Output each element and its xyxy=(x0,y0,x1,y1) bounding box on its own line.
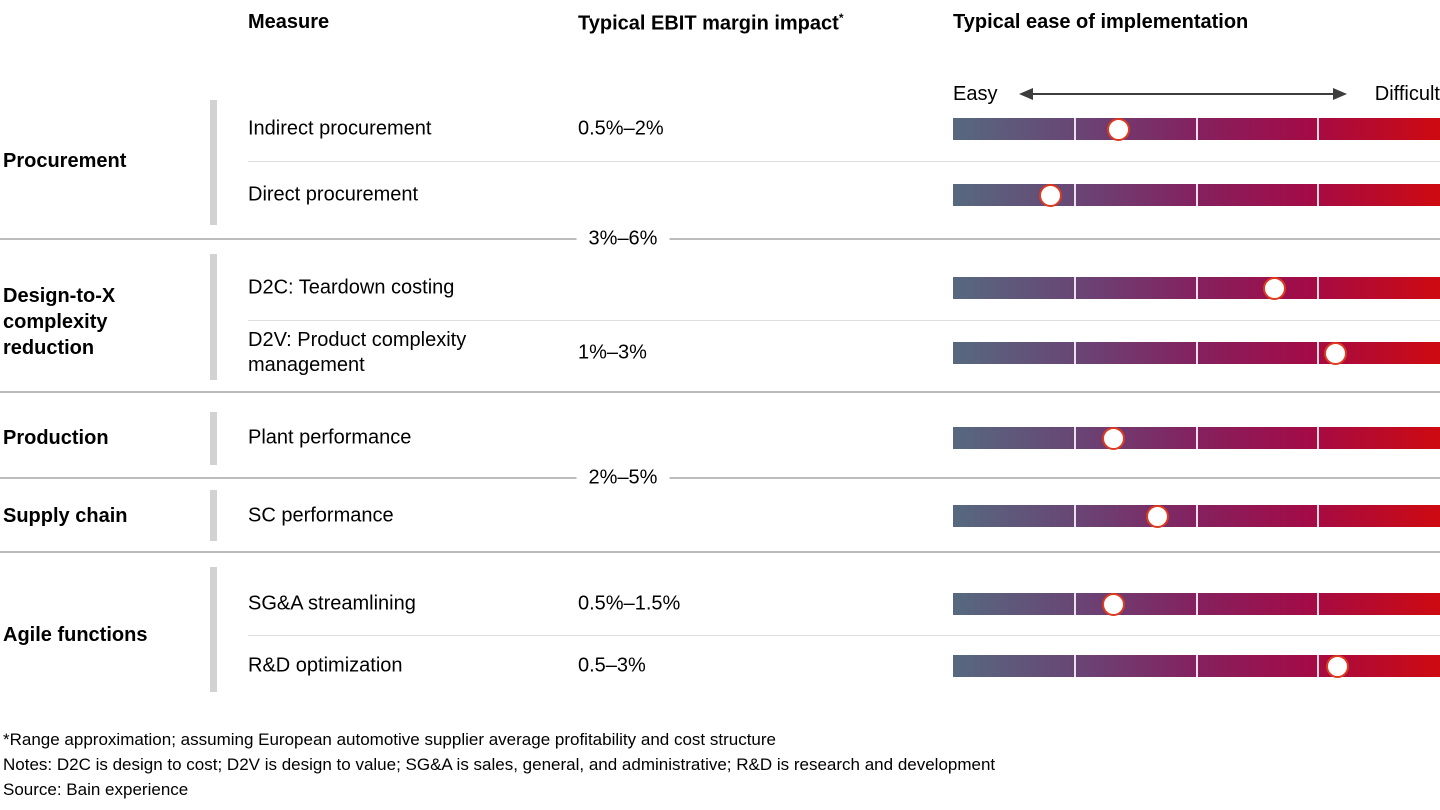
segment-divider xyxy=(1195,593,1198,615)
column-header-ease: Typical ease of implementation xyxy=(953,11,1249,33)
segment-divider xyxy=(1317,593,1320,615)
segment-divider xyxy=(1073,655,1076,677)
ease-dot xyxy=(1262,276,1286,300)
segment-divider xyxy=(1073,277,1076,299)
segment-divider xyxy=(1195,277,1198,299)
ease-bar xyxy=(953,593,1440,615)
measure-label: R&D optimization xyxy=(248,654,403,677)
segment-divider xyxy=(1317,655,1320,677)
measure-label: SC performance xyxy=(248,504,394,527)
ease-dot xyxy=(1326,654,1350,678)
group-label: Design-to-X complexity reduction xyxy=(3,285,116,359)
segment-divider xyxy=(1195,427,1198,449)
group-tick xyxy=(210,412,217,465)
ease-bar xyxy=(953,655,1440,677)
column-header-measure: Measure xyxy=(248,11,330,33)
segment-divider xyxy=(1195,118,1198,140)
measure-label: Indirect procurement xyxy=(248,117,432,140)
segment-divider xyxy=(1317,505,1320,527)
column-header-ebit-text: Typical EBIT margin impact xyxy=(578,12,839,35)
group-label: Agile functions xyxy=(3,624,148,646)
ebit-value: 0.5%–2% xyxy=(578,117,664,140)
shared-ebit-label: 3%–6% xyxy=(576,227,670,251)
group-label: Production xyxy=(3,427,109,449)
segment-divider xyxy=(1073,118,1076,140)
segment-divider xyxy=(1317,184,1320,206)
ebit-value: 1%–3% xyxy=(578,341,647,364)
ease-dot xyxy=(1102,426,1126,450)
measure-label: SG&A streamlining xyxy=(248,592,416,615)
group-divider xyxy=(0,477,1440,479)
segment-divider xyxy=(1073,505,1076,527)
group-label: Supply chain xyxy=(3,505,128,527)
row-divider xyxy=(248,320,1440,321)
footnote-marker: * xyxy=(838,11,844,25)
segment-divider xyxy=(1317,342,1320,364)
segment-divider xyxy=(1317,118,1320,140)
group-divider xyxy=(0,238,1440,240)
column-header-ebit: Typical EBIT margin impact* xyxy=(578,11,843,36)
ebit-value: 0.5%–1.5% xyxy=(578,592,681,615)
footnote-range: *Range approximation; assuming European … xyxy=(3,730,776,749)
segment-divider xyxy=(1073,427,1076,449)
measure-label: D2C: Teardown costing xyxy=(248,276,455,299)
ease-dot xyxy=(1146,504,1170,528)
footnote-notes: Notes: D2C is design to cost; D2V is des… xyxy=(3,755,996,774)
segment-divider xyxy=(1195,342,1198,364)
scale-difficult-label: Difficult xyxy=(1374,83,1440,105)
ease-bar xyxy=(953,184,1440,206)
row-divider xyxy=(248,161,1440,162)
ease-bar xyxy=(953,427,1440,449)
measure-label: D2V: Product complexity management xyxy=(248,329,467,376)
segment-divider xyxy=(1195,184,1198,206)
segment-divider xyxy=(1073,593,1076,615)
footnote-source: Source: Bain experience xyxy=(3,780,189,799)
ease-dot xyxy=(1323,341,1347,365)
ease-dot xyxy=(1038,183,1062,207)
group-tick xyxy=(210,100,217,225)
segment-divider xyxy=(1195,655,1198,677)
segment-divider xyxy=(1195,505,1198,527)
segment-divider xyxy=(1073,342,1076,364)
segment-divider xyxy=(1317,427,1320,449)
measure-label: Plant performance xyxy=(248,426,412,449)
measure-label: Direct procurement xyxy=(248,183,419,206)
group-label: Procurement xyxy=(3,150,127,172)
scale-easy-label: Easy xyxy=(953,83,998,105)
group-divider xyxy=(0,391,1440,393)
group-tick xyxy=(210,490,217,541)
ease-scale-arrow xyxy=(1019,88,1347,100)
segment-divider xyxy=(1073,184,1076,206)
segment-divider xyxy=(1317,277,1320,299)
ease-dot xyxy=(1102,592,1126,616)
row-divider xyxy=(248,635,1440,636)
ebit-value: 0.5–3% xyxy=(578,654,646,677)
group-tick xyxy=(210,254,217,380)
ease-bar xyxy=(953,505,1440,527)
ease-bar xyxy=(953,277,1440,299)
group-tick xyxy=(210,567,217,692)
ease-bar xyxy=(953,118,1440,140)
shared-ebit-label: 2%–5% xyxy=(576,466,670,490)
ease-bar xyxy=(953,342,1440,364)
ease-dot xyxy=(1107,117,1131,141)
group-divider xyxy=(0,551,1440,553)
